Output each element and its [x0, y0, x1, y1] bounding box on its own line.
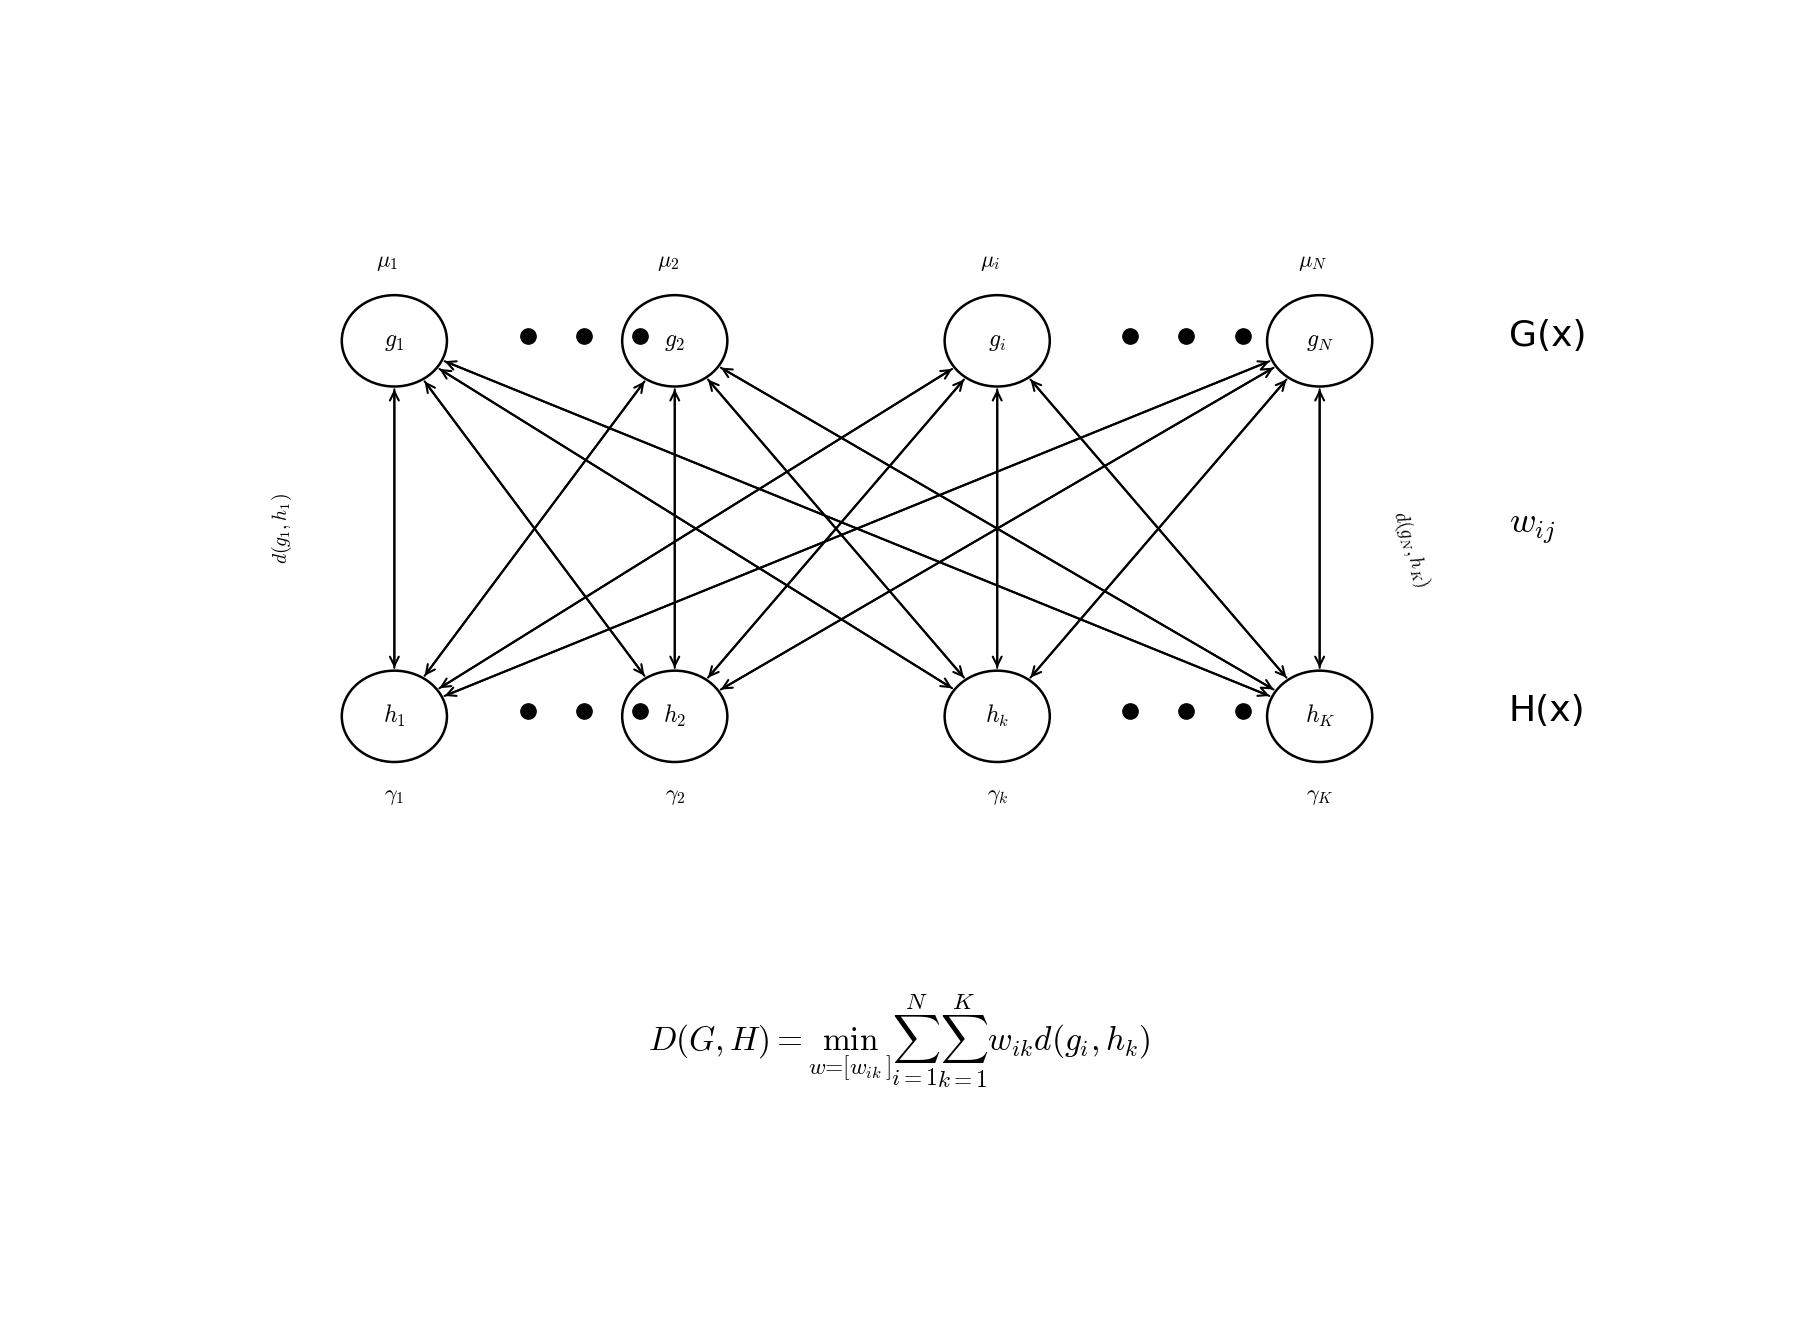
Text: $g_2$: $g_2$: [664, 328, 686, 353]
Text: $\mu_i$: $\mu_i$: [980, 253, 1000, 273]
Text: $h_k$: $h_k$: [986, 704, 1009, 729]
Text: $D(G,H) = \min_{w=[w_{ik}]} \sum_{i=1}^{N} \sum_{k=1}^{K} w_{ik} d(g_i, h_k)$: $D(G,H) = \min_{w=[w_{ik}]} \sum_{i=1}^{…: [648, 992, 1151, 1090]
Text: $\gamma_1$: $\gamma_1$: [384, 787, 405, 808]
Text: $g_1$: $g_1$: [384, 328, 405, 353]
Text: $h_2$: $h_2$: [664, 704, 686, 729]
Text: $\gamma_2$: $\gamma_2$: [664, 787, 686, 808]
Text: $\mu_N$: $\mu_N$: [1299, 253, 1328, 273]
Text: $d(g_N, h_K)$: $d(g_N, h_K)$: [1388, 507, 1435, 590]
Text: $\gamma_k$: $\gamma_k$: [986, 787, 1008, 808]
Text: $w_{ij}$: $w_{ij}$: [1509, 511, 1556, 546]
Ellipse shape: [342, 295, 447, 386]
Ellipse shape: [342, 671, 447, 762]
Text: G(x): G(x): [1509, 319, 1586, 353]
Ellipse shape: [944, 295, 1049, 386]
Text: $g_N$: $g_N$: [1306, 328, 1333, 353]
Ellipse shape: [622, 295, 727, 386]
Text: $\gamma_K$: $\gamma_K$: [1306, 787, 1333, 808]
Text: $\mu_1$: $\mu_1$: [376, 253, 398, 273]
Ellipse shape: [1266, 671, 1373, 762]
Text: $h_1$: $h_1$: [384, 704, 405, 729]
Text: H(x): H(x): [1509, 695, 1585, 729]
Text: $h_K$: $h_K$: [1304, 704, 1335, 729]
Ellipse shape: [622, 671, 727, 762]
Text: $g_i$: $g_i$: [988, 328, 1006, 353]
Text: $d(g_1, h_1)$: $d(g_1, h_1)$: [270, 493, 295, 564]
Ellipse shape: [944, 671, 1049, 762]
Text: $\mu_2$: $\mu_2$: [657, 253, 678, 273]
Ellipse shape: [1266, 295, 1373, 386]
